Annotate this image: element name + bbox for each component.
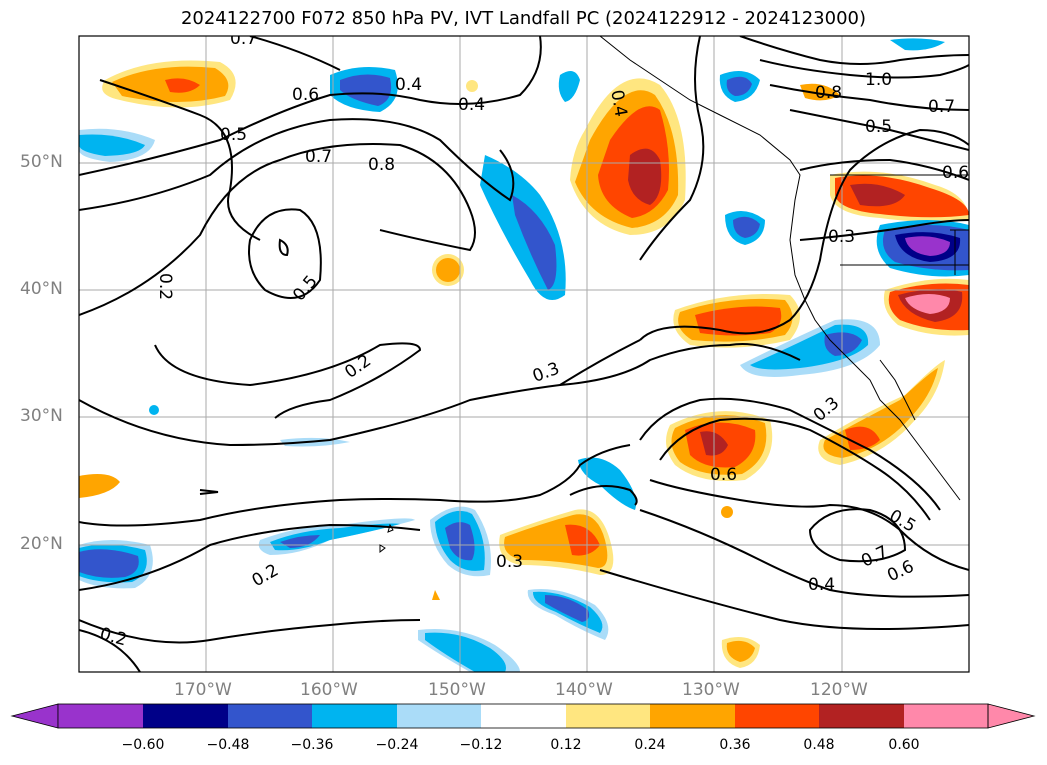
contour-label: 0.2 [249,560,282,591]
lon-label-150w: 150°W [428,680,486,700]
contour-label: 0.4 [395,75,422,95]
contour-label: 0.3 [828,227,855,247]
colorbar-cell [735,704,819,728]
contour-label: 0.3 [530,359,562,387]
lat-label-50n: 50°N [20,152,63,172]
contour-label: 1.0 [865,70,892,90]
contour-label: 0.5 [886,506,919,537]
colorbar-cell [904,704,988,728]
contour-label: 0.2 [155,273,175,300]
colorbar-tick: 0.48 [803,737,835,753]
contour-label: 0.7 [928,97,955,117]
lat-label-30n: 30°N [20,406,63,426]
colorbar-cell [650,704,735,728]
colorbar-cell [58,704,143,728]
graticule [79,36,969,672]
contour-label: 0.6 [292,85,319,105]
contour-label: 0.8 [815,83,842,103]
colorbar-tick: 0.60 [888,737,920,753]
contour-label: 0.3 [810,393,844,426]
contour-label: 0.6 [710,465,737,485]
lon-label-140w: 140°W [555,680,613,700]
pv-contours [79,36,969,672]
lon-label-160w: 160°W [300,680,358,700]
lon-label-130w: 130°W [682,680,740,700]
colorbar-cell [312,704,397,728]
colorbar-cell [228,704,312,728]
contour-label: 0.7 [305,147,332,167]
colorbar-cell [566,704,650,728]
colorbar-tick: −0.60 [121,737,165,753]
contour-label: 0.5 [865,117,892,137]
colorbar-tick: −0.12 [459,737,503,753]
contour-label: 0.2 [341,351,375,383]
colorbar-cell [819,704,904,728]
colorbar-tick: −0.36 [290,737,334,753]
contour-label: 0.8 [368,155,395,175]
colorbar-tick: −0.24 [375,737,419,753]
contour-label: 0.5 [220,125,247,145]
contour-label: 0.5 [289,272,322,306]
colorbar-tick: 0.24 [634,737,666,753]
map-title: 2024122700 F072 850 hPa PV, IVT Landfall… [180,8,867,29]
colorbar-tick: 0.36 [719,737,751,753]
contour-label: 0.3 [496,552,523,572]
colorbar-cell [481,704,566,728]
contour-label: 0.4 [606,88,630,118]
coastline [379,36,969,554]
lat-label-40n: 40°N [20,279,63,299]
contour-label: 0.2 [98,624,129,650]
lon-label-170w: 170°W [174,680,232,700]
contour-label: 0.4 [808,575,835,595]
colorbar [10,703,1036,729]
contour-label: 0.4 [458,95,485,115]
contour-label: 0.7 [230,29,257,49]
colorbar-tick: 0.12 [550,737,582,753]
lat-label-20n: 20°N [20,534,63,554]
shading-layer [79,38,969,672]
contour-label: 0.6 [942,163,969,183]
lon-label-120w: 120°W [810,680,868,700]
colorbar-cell [143,704,228,728]
colorbar-cell [397,704,481,728]
colorbar-tick: −0.48 [206,737,250,753]
